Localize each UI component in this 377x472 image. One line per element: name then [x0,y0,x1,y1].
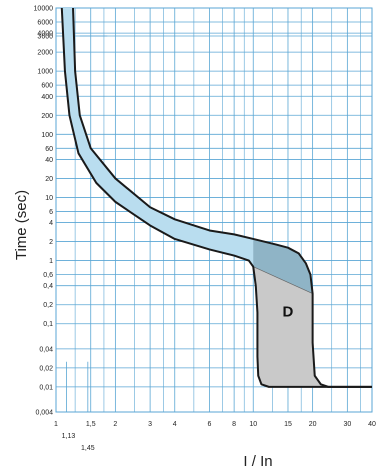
y-tick-label: 3600 [37,34,53,41]
y-tick-label: 0,004 [35,410,53,417]
y-axis-label: Time (sec) [13,190,30,260]
y-tick-label: 200 [41,113,53,120]
x-tick-label: 15 [284,421,292,428]
y-tick-label: 2000 [37,50,53,57]
y-tick-label: 4 [49,220,53,227]
y-tick-label: 0,2 [43,302,53,309]
x-tick-label: 8 [232,421,236,428]
x-tick-label: 20 [309,421,317,428]
y-tick-label: 4000 [37,31,53,38]
x-tick-label: 1,13 [62,433,76,440]
characteristic-curves [60,7,372,388]
y-tick-label: 0,01 [39,384,53,391]
y-tick-label: 20 [45,176,53,183]
y-tick-label: 10000 [34,6,54,13]
region-separator [253,266,313,294]
y-tick-label: 0,02 [39,365,53,372]
x-tick-label: 1,45 [81,445,95,452]
y-tick-label: 600 [41,83,53,90]
y-tick-label: 100 [41,132,53,139]
y-tick-label: 60 [45,146,53,153]
upper-curve [72,7,372,388]
x-tick-label: 10 [249,421,257,428]
x-tick-label: 3 [148,421,152,428]
x-tick-label: 40 [368,421,376,428]
plot-frame [55,7,373,413]
y-tick-label: 0,4 [43,283,53,290]
grid-lines [55,7,373,413]
x-tick-label: 6 [208,421,212,428]
x-tick-label: 1 [54,421,58,428]
y-tick-label: 40 [45,157,53,164]
curve-bands [61,8,373,387]
x-axis-label: I / In [243,453,272,470]
y-tick-label: 6 [49,209,53,216]
y-tick-label: 6000 [37,20,53,27]
y-tick-label: 1 [49,258,53,265]
x-tick-label: 1,5 [86,421,96,428]
x-tick-label: 2 [113,421,117,428]
y-tick-label: 0,1 [43,321,53,328]
y-tick-label: 0,04 [39,346,53,353]
y-tick-label: 10 [45,195,53,202]
lower-curve [60,7,372,388]
x-tick-label: 30 [343,421,351,428]
y-tick-label: 0,6 [43,272,53,279]
y-tick-label: 400 [41,94,53,101]
x-tick-label: 4 [173,421,177,428]
y-tick-label: 1000 [37,69,53,76]
y-tick-label: 2 [49,239,53,246]
region-label-d: D [283,304,294,321]
